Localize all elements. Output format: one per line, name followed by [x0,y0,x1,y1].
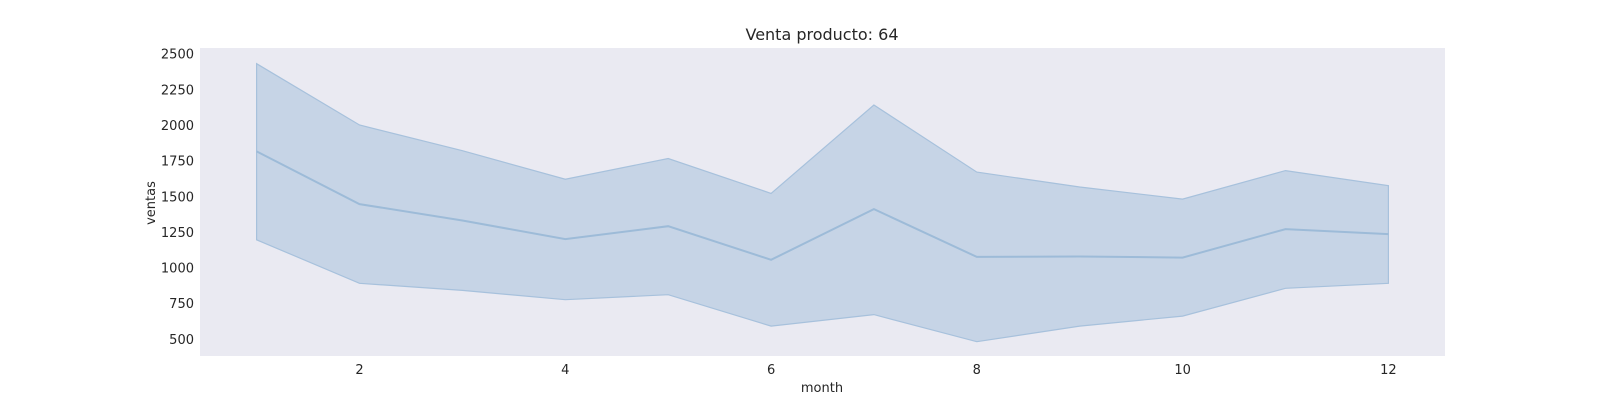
y-tick-label: 500 [169,333,194,348]
confidence-band [256,62,1389,343]
y-tick-label: 1000 [161,262,194,277]
y-tick-label: 1750 [161,155,194,170]
y-tick-label: 1500 [161,190,194,205]
chart-title: Venta producto: 64 [745,25,898,44]
y-tick-label: 2500 [161,48,194,63]
y-tick-label: 2000 [161,119,194,134]
y-tick-label: 1250 [161,226,194,241]
y-tick-labels: 500 750 1000 1250 1500 1750 2000 2250 2500 [161,48,194,348]
y-axis-label: ventas [144,181,159,225]
series-line-layer [256,150,1389,261]
confidence-band-layer [256,62,1389,343]
x-tick-label: 6 [767,363,775,378]
x-tick-label: 4 [561,363,569,378]
x-axis-label: month [801,381,843,396]
x-tick-label: 8 [973,363,981,378]
x-tick-label: 2 [355,363,363,378]
y-tick-label: 750 [169,297,194,312]
series-line [256,150,1389,261]
y-tick-label: 2250 [161,83,194,98]
x-tick-label: 10 [1174,363,1191,378]
x-tick-label: 12 [1380,363,1397,378]
x-tick-labels: 2 4 6 8 10 12 [355,363,1396,378]
